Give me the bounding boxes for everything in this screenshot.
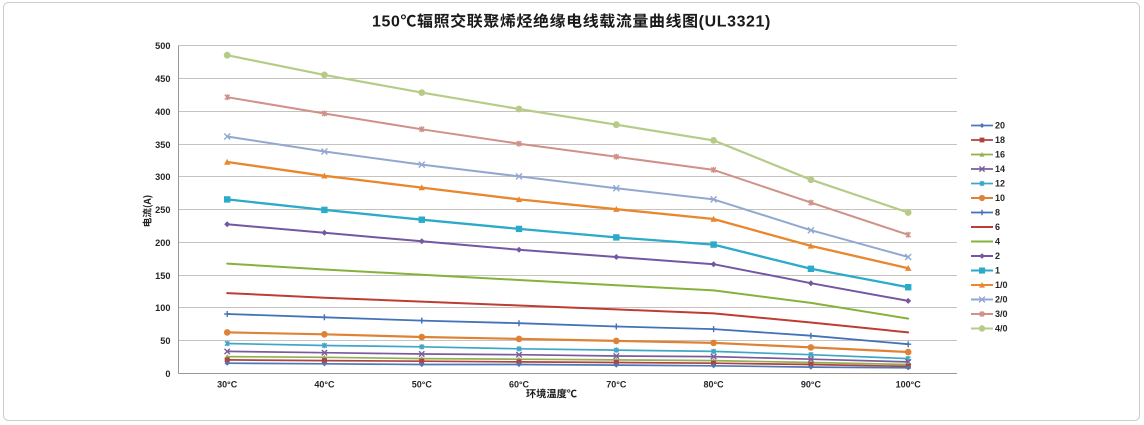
svg-text:60°C: 60°C <box>509 379 530 389</box>
svg-text:20: 20 <box>995 121 1005 131</box>
svg-text:12: 12 <box>995 179 1005 189</box>
svg-text:350: 350 <box>155 140 170 150</box>
svg-text:2: 2 <box>995 251 1000 261</box>
svg-text:3/0: 3/0 <box>995 309 1008 319</box>
svg-text:8: 8 <box>995 208 1000 218</box>
svg-text:450: 450 <box>155 74 170 84</box>
svg-text:4/0: 4/0 <box>995 324 1008 334</box>
svg-text:0: 0 <box>165 369 170 379</box>
svg-text:50°C: 50°C <box>412 379 433 389</box>
svg-text:100°C: 100°C <box>896 379 922 389</box>
svg-text:500: 500 <box>155 41 170 51</box>
svg-text:70°C: 70°C <box>606 379 627 389</box>
svg-text:6: 6 <box>995 222 1000 232</box>
svg-text:400: 400 <box>155 107 170 117</box>
svg-text:10: 10 <box>995 193 1005 203</box>
svg-text:50: 50 <box>160 336 170 346</box>
svg-text:16: 16 <box>995 150 1005 160</box>
svg-text:4: 4 <box>995 237 1000 247</box>
svg-text:40°C: 40°C <box>314 379 335 389</box>
svg-text:150: 150 <box>372 14 400 31</box>
svg-text:300: 300 <box>155 172 170 182</box>
svg-text:1/0: 1/0 <box>995 280 1008 290</box>
svg-text:80°C: 80°C <box>704 379 725 389</box>
svg-text:250: 250 <box>155 205 170 215</box>
svg-text:14: 14 <box>995 164 1005 174</box>
svg-text:90°C: 90°C <box>801 379 822 389</box>
svg-text:30°C: 30°C <box>217 379 238 389</box>
svg-text:150: 150 <box>155 271 170 281</box>
svg-text:200: 200 <box>155 238 170 248</box>
svg-text:2/0: 2/0 <box>995 295 1008 305</box>
svg-text:100: 100 <box>155 303 170 313</box>
svg-text:1: 1 <box>995 266 1000 276</box>
svg-text:18: 18 <box>995 135 1005 145</box>
svg-text:(UL3321): (UL3321) <box>699 14 771 31</box>
